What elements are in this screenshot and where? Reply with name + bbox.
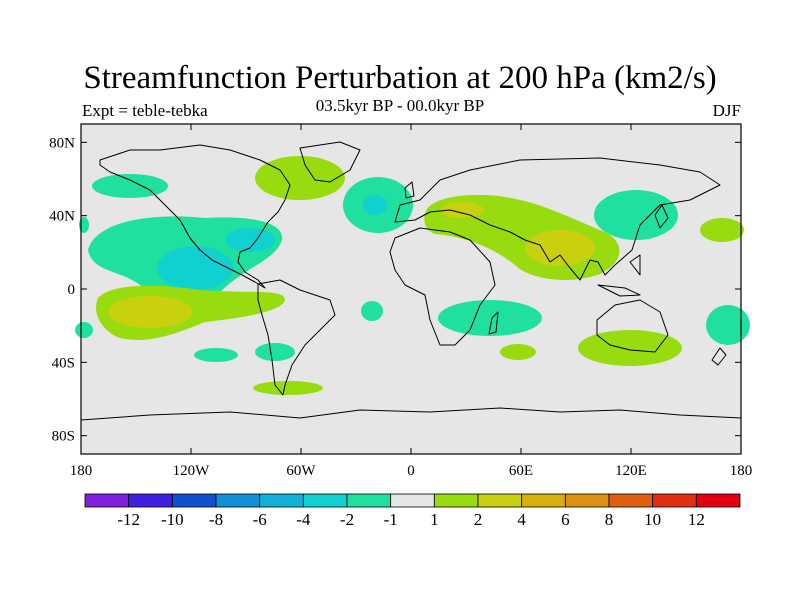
lat-tick-label: 80N — [49, 135, 75, 151]
colorbar-label: -4 — [296, 510, 311, 529]
period-label: 03.5kyr BP - 00.0kyr BP — [315, 96, 485, 115]
lon-tick-label: 180 — [70, 463, 93, 479]
lat-tick-label: 0 — [68, 282, 76, 298]
lon-tick-label: 180 — [730, 463, 753, 479]
anomaly-region — [594, 190, 678, 240]
anomaly-region — [255, 343, 295, 361]
colorbar-swatch — [302, 493, 348, 508]
anomaly-region — [525, 230, 595, 266]
colorbar-label: -8 — [209, 510, 223, 529]
colorbar-label: 4 — [517, 510, 526, 529]
colorbar-swatch — [215, 493, 261, 508]
lat-tick-label: 40N — [49, 209, 75, 225]
lon-tick-label: 0 — [407, 463, 415, 479]
colorbar-label: -12 — [117, 510, 140, 529]
colorbar-label: -1 — [384, 510, 398, 529]
colorbar-labels: -12 -10 -8 -6 -4 -2 -1 1 2 4 6 8 10 12 — [117, 510, 705, 529]
colorbar-swatch — [433, 493, 479, 508]
lat-tick-label: 80S — [52, 429, 75, 445]
anomaly-fields — [75, 156, 750, 395]
colorbar-label: 12 — [688, 510, 705, 529]
colorbar-swatch — [259, 493, 304, 508]
experiment-label: Expt = teble-tebka — [82, 101, 208, 120]
colorbar-swatch — [695, 493, 741, 508]
anomaly-region — [578, 330, 682, 366]
anomaly-region — [361, 301, 383, 321]
anomaly-region — [194, 348, 238, 362]
anomaly-region — [706, 305, 750, 345]
longitude-axis: 180 120W 60W 0 60E 120E 180 — [70, 124, 753, 479]
coastlines — [80, 141, 742, 421]
anomaly-region — [700, 218, 744, 242]
colorbar-swatch — [128, 493, 173, 508]
anomaly-region — [75, 322, 93, 338]
colorbar-swatch — [390, 493, 435, 508]
lat-tick-label: 40S — [52, 355, 75, 371]
plot-title: Streamfunction Perturbation at 200 hPa (… — [83, 60, 717, 96]
colorbar-swatch — [84, 493, 130, 508]
colorbar-swatch — [652, 493, 697, 508]
lon-tick-label: 60W — [286, 463, 316, 479]
anomaly-region — [92, 174, 168, 198]
anomaly-region — [255, 156, 345, 200]
colorbar-label: -6 — [253, 510, 267, 529]
colorbar-label: 8 — [605, 510, 614, 529]
lon-tick-label: 120E — [615, 463, 647, 479]
colorbar-swatch — [346, 493, 392, 508]
lon-tick-label: 120W — [173, 463, 211, 479]
latitude-axis: 80N 40N 0 40S 80S — [49, 135, 741, 445]
anomaly-region — [500, 344, 536, 360]
anomaly-region — [440, 202, 484, 218]
colorbar-label: -2 — [340, 510, 354, 529]
anomaly-region — [108, 296, 192, 328]
colorbar-swatch — [608, 493, 654, 508]
season-label: DJF — [712, 101, 741, 120]
colorbar-label: 10 — [644, 510, 661, 529]
colorbar-swatch — [564, 493, 610, 508]
colorbar-swatch — [477, 493, 523, 508]
colorbar — [84, 493, 741, 508]
colorbar-label: 1 — [430, 510, 439, 529]
anomaly-region — [363, 195, 387, 215]
colorbar-label: -10 — [161, 510, 184, 529]
anomaly-region — [225, 228, 275, 252]
anomaly-region — [157, 246, 233, 290]
colorbar-label: 2 — [474, 510, 483, 529]
colorbar-swatch — [171, 493, 217, 508]
colorbar-label: 6 — [561, 510, 570, 529]
lon-tick-label: 60E — [509, 463, 533, 479]
anomaly-region — [438, 300, 542, 336]
anomaly-region — [253, 381, 323, 395]
colorbar-swatch — [521, 493, 566, 508]
